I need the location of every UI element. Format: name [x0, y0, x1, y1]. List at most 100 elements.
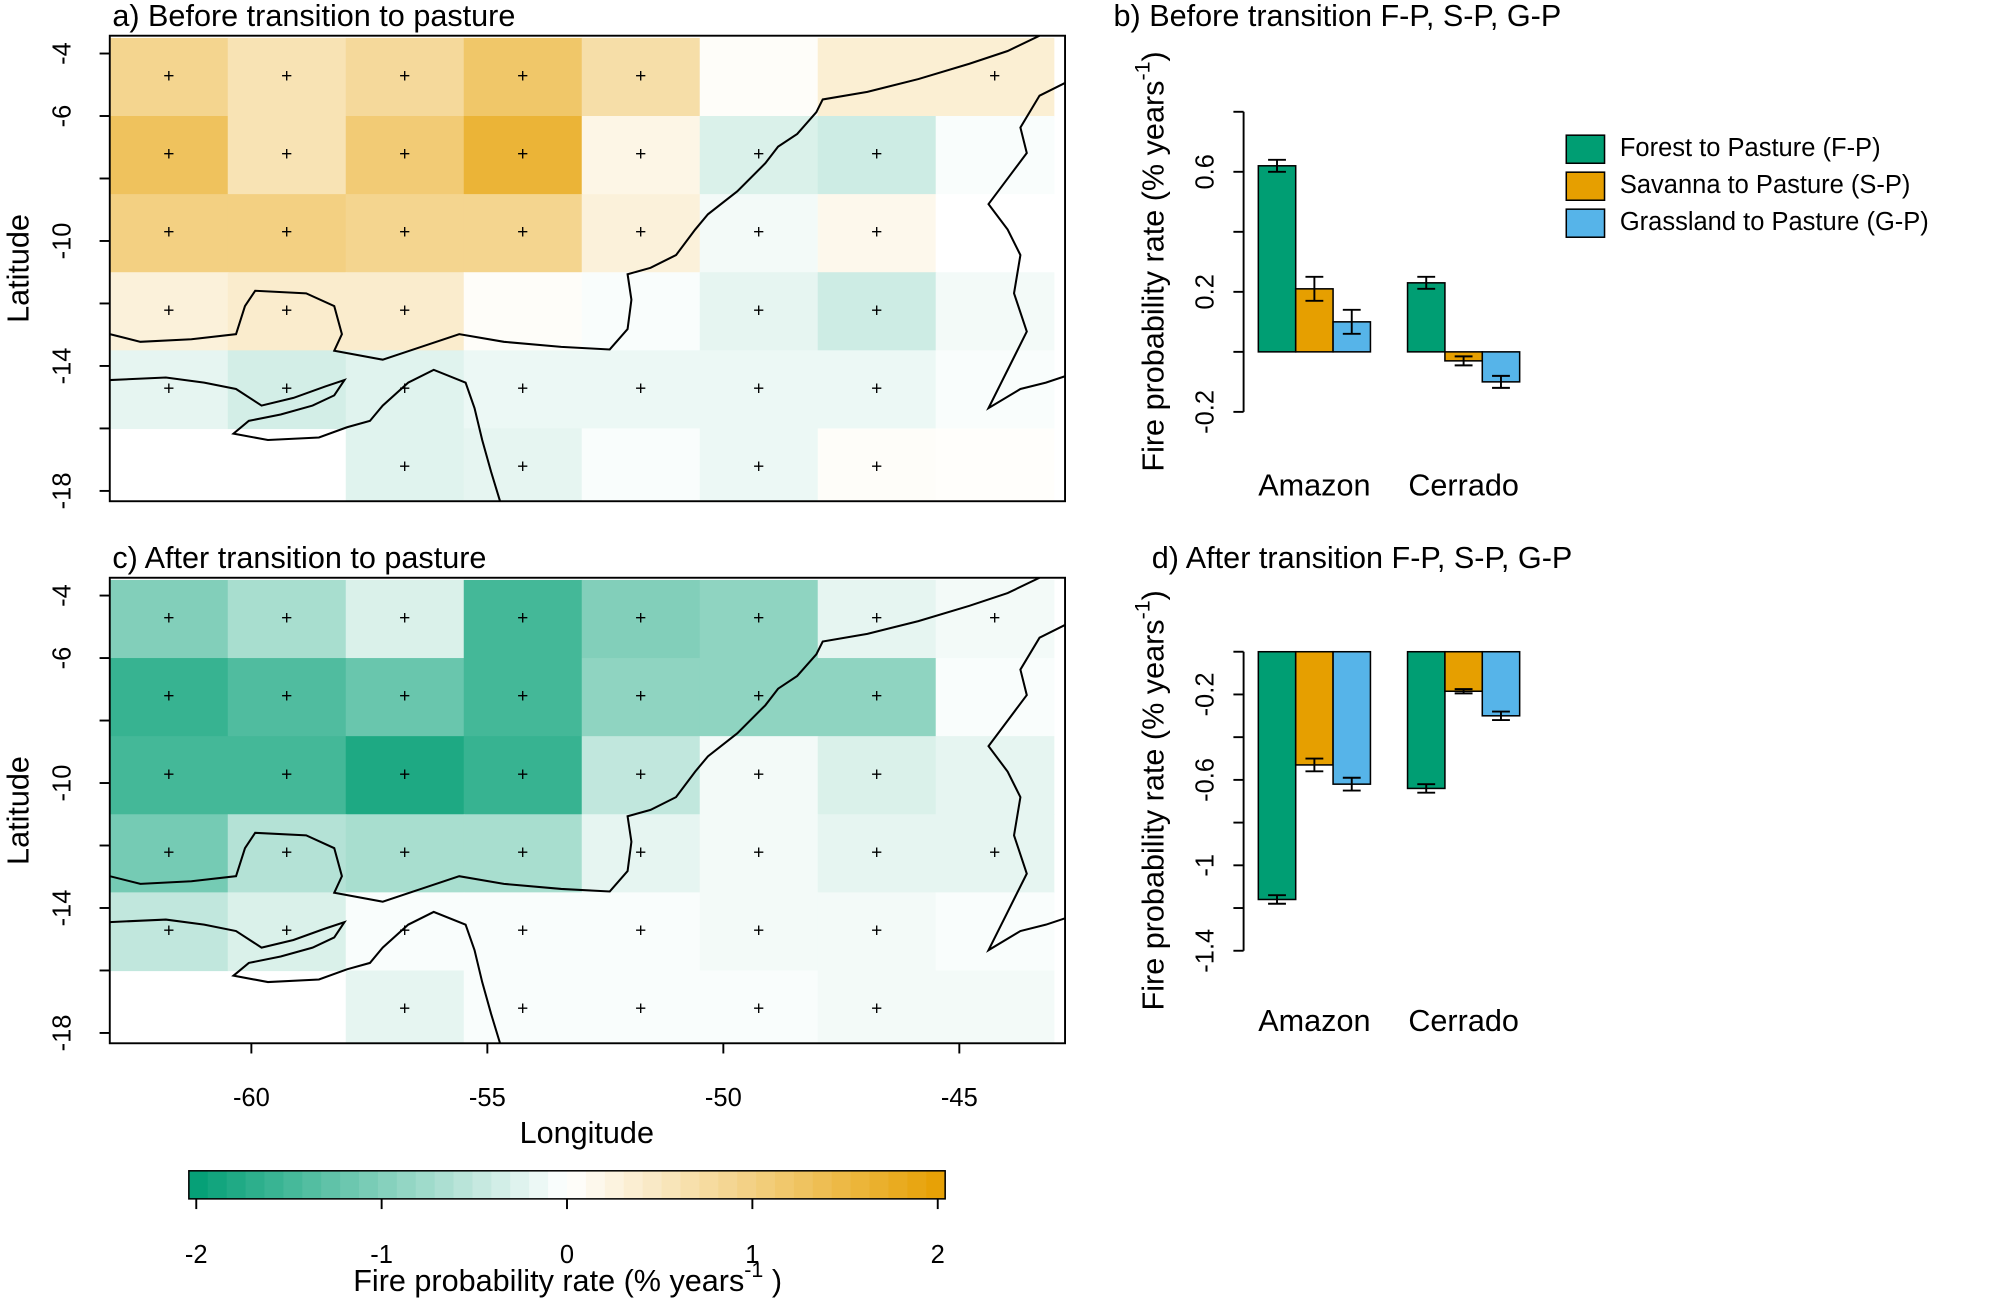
map-cell: [463, 350, 583, 430]
colorbar-tick-label: 0: [560, 1241, 574, 1269]
map-cell: [581, 194, 701, 273]
map-cell: [699, 736, 819, 815]
significance-mark: +: [635, 608, 646, 629]
colorbar-step: [623, 1170, 644, 1199]
significance-mark: +: [635, 764, 646, 785]
colorbar-step: [585, 1170, 606, 1199]
significance-mark: +: [871, 457, 882, 478]
significance-mark: +: [281, 222, 292, 243]
error-bar: [1305, 275, 1324, 302]
y-tick-label: -4: [49, 584, 77, 607]
colorbar-tick-label: 2: [931, 1241, 945, 1269]
significance-mark: +: [163, 608, 174, 629]
map-cell: [109, 892, 229, 972]
map-cell: [699, 658, 819, 737]
colorbar-step: [188, 1170, 209, 1199]
y-tick-label: -14: [49, 890, 77, 927]
y-axis-label-sup: -1: [1130, 600, 1154, 619]
y-tick-label: -18: [49, 472, 77, 509]
map-cell: [581, 37, 701, 117]
map-cell: [345, 194, 465, 273]
map-cell: [463, 736, 583, 815]
colorbar-tick-label: -1: [370, 1241, 393, 1269]
colorbar-step: [907, 1170, 927, 1199]
map-cell: [581, 970, 701, 1044]
map-cell: [817, 970, 937, 1044]
significance-mark: +: [871, 222, 882, 243]
map-cell: [699, 892, 819, 972]
error-bar: [1268, 158, 1286, 173]
y-axis-label-text: Fire probability rate (% years: [1137, 81, 1171, 472]
bar: [1481, 351, 1521, 383]
bar: [1332, 650, 1372, 785]
significance-mark: +: [399, 842, 410, 863]
significance-mark: +: [517, 999, 528, 1020]
colorbar-label-sup: -1: [744, 1258, 763, 1282]
significance-mark: +: [163, 764, 174, 785]
significance-mark: +: [753, 842, 764, 863]
y-tick-label: -4: [49, 42, 77, 65]
colorbar-step: [321, 1170, 341, 1199]
colorbar-step: [926, 1170, 946, 1199]
map-cells: + + + + + + + + + + + + + + + + + + + + + + + + + + + + + + + + + + + + + + + +…: [109, 577, 1066, 1044]
x-axis-label: Longitude: [520, 1116, 654, 1150]
significance-mark: +: [399, 144, 410, 165]
colorbar-label-text: Fire probability rate (% years: [353, 1264, 744, 1298]
significance-mark: +: [281, 300, 292, 321]
colorbar-label-end: ): [763, 1264, 782, 1298]
bar: [1257, 650, 1297, 901]
colorbar-step: [283, 1170, 303, 1199]
y-tick-label: -1.4: [1191, 929, 1219, 973]
y-axis-label: Latitude: [2, 756, 36, 865]
error-bar: [1417, 783, 1436, 794]
map-cell: [463, 272, 583, 351]
map-cell: [345, 350, 465, 430]
colorbar-step: [472, 1170, 492, 1199]
colorbar-step: [604, 1170, 625, 1199]
significance-mark: +: [517, 222, 528, 243]
significance-mark: +: [163, 686, 174, 707]
significance-mark: +: [281, 608, 292, 629]
x-category-label: Amazon: [1258, 1004, 1370, 1038]
colorbar-label: Fire probability rate (% years-1 ): [353, 1258, 782, 1298]
error-bar: [1492, 710, 1510, 722]
significance-mark: +: [517, 920, 528, 941]
map-cell: [463, 116, 583, 195]
colorbar-step: [774, 1170, 795, 1199]
significance-mark: +: [635, 842, 646, 863]
colorbar-step: [264, 1170, 284, 1199]
y-axis-label-text: Fire probability rate (% years: [1137, 619, 1171, 1010]
map-cell: [463, 428, 583, 502]
significance-mark: +: [399, 457, 410, 478]
error-bar: [1454, 688, 1473, 695]
significance-mark: +: [517, 686, 528, 707]
colorbar-step: [567, 1170, 587, 1199]
map-cell: [227, 194, 347, 273]
significance-mark: +: [871, 842, 882, 863]
colorbar-step: [680, 1170, 700, 1199]
colorbar-step: [434, 1170, 455, 1199]
map-cell: [699, 116, 819, 195]
y-tick-label: -14: [49, 348, 77, 385]
significance-mark: +: [871, 144, 882, 165]
map-cell: [345, 579, 465, 659]
map-cell: [227, 579, 347, 659]
map-cell: [817, 428, 937, 502]
significance-mark: +: [163, 842, 174, 863]
significance-mark: +: [399, 686, 410, 707]
colorbar-step: [869, 1170, 889, 1199]
colorbar-step: [396, 1170, 417, 1199]
y-tick-label: -18: [49, 1015, 77, 1052]
colorbar-step: [642, 1170, 663, 1199]
significance-mark: +: [871, 764, 882, 785]
significance-mark: +: [635, 920, 646, 941]
significance-mark: +: [517, 66, 528, 87]
map-cell: [109, 194, 229, 273]
map-cell: [817, 814, 937, 894]
y-tick-label: -0.2: [1191, 672, 1219, 716]
colorbar-step: [359, 1170, 379, 1199]
y-tick-label: -10: [49, 223, 77, 260]
map-cell: [109, 37, 229, 117]
colorbar-tick-label: -2: [185, 1241, 208, 1269]
y-tick-label: 0.2: [1191, 274, 1219, 309]
